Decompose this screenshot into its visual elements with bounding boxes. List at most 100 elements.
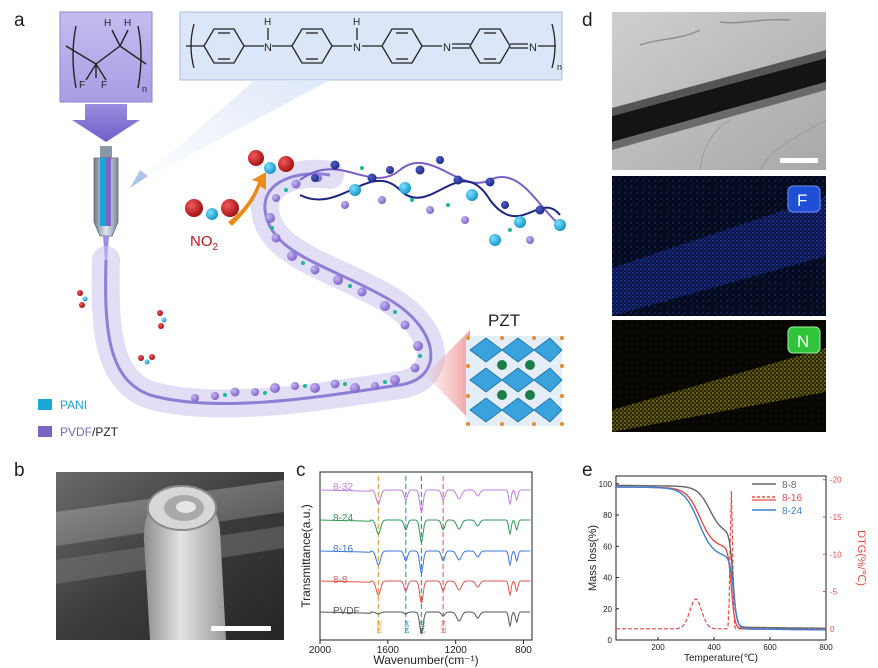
pani-h-1: H: [264, 17, 271, 28]
ftir-label-8-32: 8-32: [333, 482, 353, 493]
panel-label-c: c: [296, 460, 306, 481]
ftir-label-8-16: 8-16: [333, 544, 353, 555]
pani-h-2: H: [353, 17, 360, 28]
ftir-x-tick-1200: 1200: [445, 645, 468, 656]
tga-x-tick-400: 400: [707, 643, 721, 652]
tga-y2-tick-0: 0: [830, 625, 835, 634]
fiber-beads: [191, 174, 423, 402]
tga-y2-tick--5: -5: [830, 588, 838, 597]
ftir-reference-lines: 1656 1494 1402 1274: [377, 476, 448, 634]
pvdf-down-arrow: [72, 104, 140, 142]
panel-label-d: d: [582, 10, 593, 31]
tga-legend-label-8-16: 8-16: [782, 493, 802, 504]
tga-plot-frame: [615, 475, 827, 641]
ftir-x-tick-800: 800: [515, 645, 532, 656]
f-badge: [787, 185, 821, 213]
tga-y2-tick--10: -10: [830, 550, 842, 559]
pzt-label: PZT: [488, 311, 520, 330]
zoom-cone: [425, 330, 470, 420]
tga-x-tick-600: 600: [763, 643, 777, 652]
ftir-x-ticks: 2000 1600 1200 800: [309, 640, 532, 656]
ftir-series-PVDF: [320, 611, 531, 635]
fiber-core: [104, 172, 433, 406]
pani-n-3: N: [443, 42, 451, 54]
ftir-series-labels: 8-32 8-24 8-16 8-8 PVDF: [333, 482, 360, 617]
ftir-plot-frame: [319, 471, 533, 641]
pvdf-h-1: H: [104, 18, 111, 29]
ftir-series-8-24: [320, 519, 531, 543]
ftir-y-axis-label: Transmittance(a.u.): [299, 504, 313, 608]
ftir-ref-label-1494: 1494: [405, 620, 411, 634]
tga-x-axis-label: Temperature(℃): [684, 653, 758, 664]
ftir-series-8-16: [320, 550, 531, 574]
legend-swatch-pani: [38, 399, 52, 410]
ftir-label-8-8: 8-8: [333, 575, 348, 586]
tga-x-ticks: 200 400 600 800: [651, 637, 833, 652]
ftir-x-axis-label: Wavenumber(cm⁻¹): [373, 653, 478, 667]
ftir-ref-label-1402: 1402: [420, 620, 426, 634]
pvdf-f-1: F: [79, 80, 85, 91]
reaction-arrow: [228, 172, 266, 226]
tga-y-tick-40: 40: [603, 574, 612, 583]
tga-y-tick-100: 100: [599, 480, 613, 489]
pani-subscript: n: [557, 62, 562, 72]
panel-label-b: b: [14, 460, 25, 481]
gas-molecules-small: [77, 290, 167, 365]
ftir-series-8-32: [320, 489, 531, 513]
tga-y2-ticks: 0 -5 -10 -15 -20: [823, 476, 842, 634]
pani-n-2: N: [353, 42, 361, 54]
tga-dtg-curve: [616, 490, 826, 630]
pvdf-h-2: H: [124, 18, 131, 29]
tga-y-axis-label: Mass loss(%): [587, 525, 599, 591]
pvdf-subscript: n: [142, 84, 147, 94]
n-badge: [787, 326, 821, 354]
helix-atoms: [311, 156, 566, 246]
tga-y-tick-80: 80: [603, 511, 612, 520]
pani-n-1: N: [264, 42, 272, 54]
no2-molecule-top: [248, 150, 294, 174]
tga-legend-label-8-24: 8-24: [782, 506, 802, 517]
pani-beam: [128, 80, 330, 188]
pvdf-structure: [65, 25, 147, 89]
ftir-series-group: [320, 489, 531, 635]
tga-legend-label-8-8: 8-8: [782, 480, 797, 491]
tga-y-tick-0: 0: [608, 636, 613, 645]
ftir-label-PVDF: PVDF: [333, 606, 360, 617]
tga-y2-tick--15: -15: [830, 513, 842, 522]
tga-x-tick-200: 200: [651, 643, 665, 652]
tga-y2-tick--20: -20: [830, 476, 842, 485]
legend-label-pvdf: PVDF/PZT: [60, 425, 119, 439]
f-badge-label: F: [797, 191, 807, 210]
panel-label-e: e: [582, 460, 593, 481]
sem-fiber-body: [612, 58, 826, 142]
no2-molecule-large: [185, 199, 239, 220]
ftir-x-tick-1600: 1600: [377, 645, 400, 656]
pvdf-f-2: F: [101, 80, 107, 91]
tga-y2-axis-label: DTG(%/℃): [855, 530, 867, 586]
ftir-ref-label-1656: 1656: [377, 620, 383, 634]
legend-label-pani: PANI: [60, 398, 87, 412]
ftir-x-tick-2000: 2000: [309, 645, 332, 656]
tga-series-group: [616, 484, 826, 631]
legend-swatch-pvdf: [38, 426, 52, 437]
tga-series-8-24: [616, 486, 826, 631]
pani-n-4: N: [529, 42, 537, 54]
pzt-lattice: [466, 336, 564, 426]
sem-scale-bar: [780, 158, 818, 163]
no2-label: NO2: [190, 233, 219, 253]
tga-x-tick-800: 800: [819, 643, 833, 652]
ftir-series-8-8: [320, 580, 531, 604]
helix-strand-1: [299, 162, 561, 226]
tga-y-ticks: 0 20 40 60 80 100: [599, 480, 619, 645]
ftir-label-8-24: 8-24: [333, 513, 353, 524]
tga-series-8-8: [616, 484, 826, 629]
tga-y-tick-20: 20: [603, 605, 612, 614]
sem-b-scale-bar: [211, 626, 271, 631]
pani-beam-tip: [130, 170, 148, 188]
ftir-ref-label-1274: 1274: [442, 620, 448, 634]
